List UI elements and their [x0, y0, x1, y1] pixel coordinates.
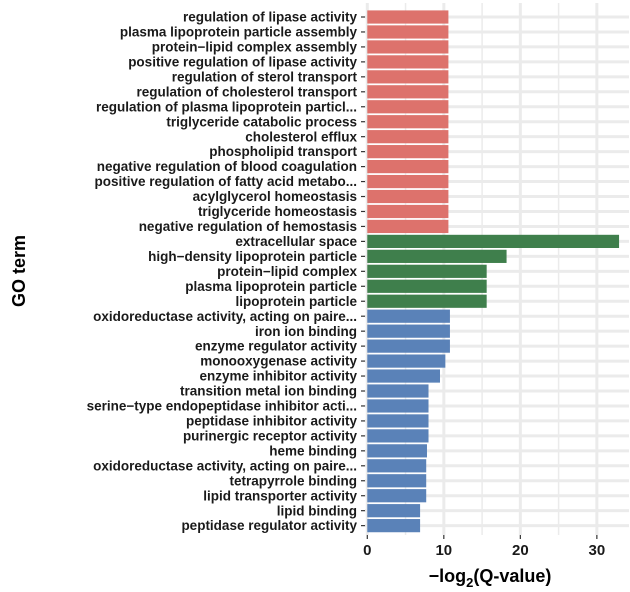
- bar: [367, 429, 429, 443]
- bar: [367, 174, 449, 189]
- y-tick-label: peptidase regulator activity: [181, 518, 357, 533]
- bar: [367, 474, 427, 488]
- y-tick-label: monooxygenase activity: [200, 354, 357, 369]
- bar: [367, 249, 507, 263]
- y-tick-label: transition metal ion binding: [180, 384, 357, 399]
- bar: [367, 264, 487, 278]
- y-tick-label: lipoprotein particle: [235, 294, 357, 309]
- bar: [367, 384, 429, 398]
- y-tick-label: plasma lipoprotein particle: [185, 279, 357, 294]
- bar: [367, 25, 449, 39]
- bar: [367, 414, 429, 428]
- x-ticks: 0 10 20 30: [363, 535, 605, 559]
- bar: [367, 10, 449, 24]
- y-tick-label: oxidoreductase activity, acting on paire…: [93, 309, 357, 324]
- bar: [367, 279, 487, 293]
- bar: [367, 309, 450, 323]
- y-tick-label: iron ion binding: [255, 324, 357, 339]
- bar: [367, 339, 450, 353]
- bar: [367, 234, 620, 248]
- y-tick-label: high−density lipoprotein particle: [148, 249, 357, 264]
- bar: [367, 145, 449, 159]
- y-tick-label: tetrapyrrole binding: [229, 473, 357, 488]
- x-tick-label: 0: [363, 542, 371, 559]
- x-tick-label: 10: [435, 542, 452, 559]
- y-tick-label: positive regulation of fatty acid metabo…: [94, 174, 357, 189]
- y-tick-label: enzyme inhibitor activity: [199, 369, 357, 384]
- y-tick-label: triglyceride homeostasis: [198, 204, 357, 219]
- x-axis-title-main: −log: [429, 566, 467, 586]
- bar: [367, 489, 427, 503]
- y-tick-label: lipid transporter activity: [203, 488, 357, 503]
- bar: [367, 324, 450, 338]
- y-tick-label: negative regulation of hemostasis: [139, 219, 357, 234]
- y-tick-label: plasma lipoprotein particle assembly: [120, 25, 358, 40]
- bar: [367, 85, 449, 99]
- y-tick-label: lipid binding: [277, 503, 357, 518]
- y-tick-label: regulation of plasma lipoprotein particl…: [96, 99, 357, 114]
- y-tick-label: regulation of sterol transport: [172, 69, 358, 84]
- x-axis-title: −log2(Q-value): [429, 566, 552, 590]
- bar: [367, 130, 449, 144]
- x-tick-label: 20: [512, 542, 529, 559]
- y-tick-label: heme binding: [269, 443, 357, 458]
- y-tick-label: oxidoreductase activity, acting on paire…: [93, 458, 357, 473]
- bar: [367, 55, 449, 69]
- y-tick-label: protein−lipid complex: [217, 264, 357, 279]
- bar: [367, 70, 449, 84]
- bar: [367, 459, 427, 473]
- bar: [367, 504, 421, 518]
- y-tick-label: purinergic receptor activity: [183, 428, 358, 443]
- y-tick-label: regulation of lipase activity: [183, 10, 358, 25]
- y-tick-label: serine−type endopeptidase inhibitor acti…: [87, 399, 357, 414]
- y-tick-label: cholesterol efflux: [245, 129, 357, 144]
- y-tick-label: phospholipid transport: [209, 144, 357, 159]
- y-axis-title: GO term: [9, 235, 29, 307]
- y-tick-label: protein−lipid complex assembly: [152, 40, 358, 55]
- y-tick-label: positive regulation of lipase activity: [128, 54, 357, 69]
- bar: [367, 444, 427, 458]
- bar: [367, 100, 449, 114]
- bar: [367, 160, 449, 174]
- y-tick-label: enzyme regulator activity: [195, 339, 358, 354]
- y-tick-label: peptidase inhibitor activity: [186, 414, 358, 429]
- x-tick-label: 30: [589, 542, 606, 559]
- x-axis-title-tail: (Q-value): [473, 566, 551, 586]
- bar: [367, 399, 429, 413]
- bars: [367, 10, 620, 533]
- y-tick-label: triglyceride catabolic process: [166, 114, 357, 129]
- bar: [367, 354, 446, 368]
- x-axis-title-subscript: 2: [466, 575, 473, 590]
- bar: [367, 115, 449, 129]
- bar: [367, 189, 449, 204]
- bar: [367, 204, 449, 219]
- bar: [367, 519, 421, 533]
- y-tick-label: extracellular space: [235, 234, 357, 249]
- y-tick-label: acylglycerol homeostasis: [193, 189, 357, 204]
- bar: [367, 40, 449, 54]
- y-tick-label: regulation of cholesterol transport: [136, 84, 357, 99]
- bar: [367, 219, 449, 234]
- bar: [367, 369, 440, 383]
- bar: [367, 294, 487, 308]
- y-tick-label: negative regulation of blood coagulation: [97, 159, 357, 174]
